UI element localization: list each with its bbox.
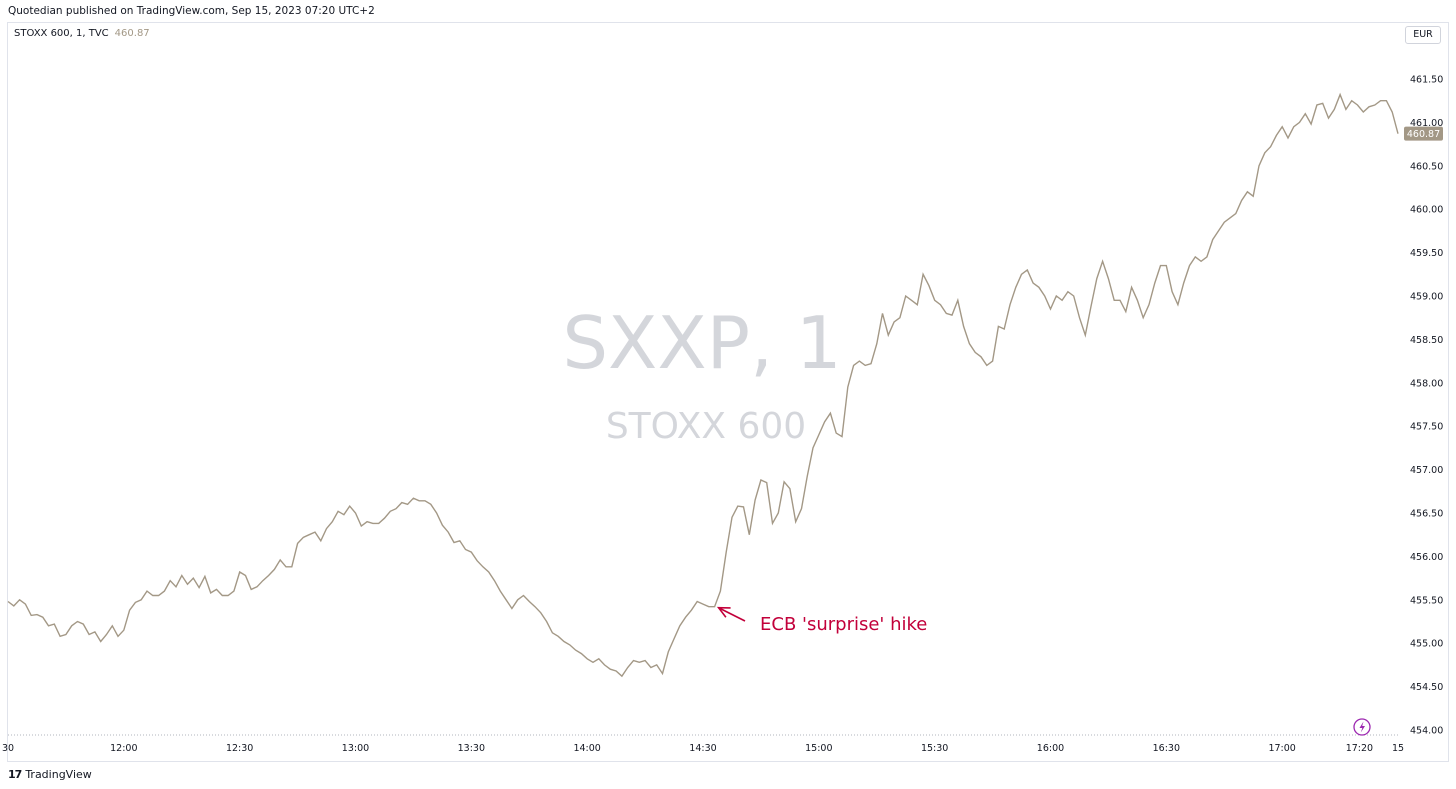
watermark-name: STOXX 600 [606, 406, 806, 447]
y-tick-label: 458.50 [1410, 335, 1443, 346]
last-price-label-text: 460.87 [1407, 129, 1440, 140]
tv-mark-icon: 17 [8, 768, 22, 781]
y-tick-label: 456.50 [1410, 509, 1443, 520]
x-tick-label: 13:00 [342, 743, 369, 754]
x-tick-label: 16:30 [1153, 743, 1180, 754]
y-tick-label: 458.00 [1410, 378, 1443, 389]
last-price-label-bg [1404, 126, 1443, 141]
y-tick-label: 460.50 [1410, 161, 1443, 172]
x-tick-label: 15:00 [805, 743, 832, 754]
tv-brand-text: TradingView [25, 768, 92, 781]
y-tick-label: 461.50 [1410, 75, 1443, 86]
lightning-bolt [1359, 721, 1365, 733]
y-tick-label: 454.00 [1410, 726, 1443, 737]
legend-symbol: STOXX 600, 1, TVC [14, 28, 109, 39]
x-tick-label: 16:00 [1037, 743, 1064, 754]
y-tick-label: 457.50 [1410, 422, 1443, 433]
x-tick-label: 12:00 [110, 743, 137, 754]
y-tick-label: 459.00 [1410, 292, 1443, 303]
y-tick-label: 456.00 [1410, 552, 1443, 563]
currency-button[interactable]: EUR [1405, 26, 1441, 44]
annotation-arrow-line [718, 607, 746, 622]
y-tick-label: 459.50 [1410, 248, 1443, 259]
y-tick-label: 455.50 [1410, 595, 1443, 606]
x-tick-label: 15 [1392, 743, 1404, 754]
annotation-arrowhead [716, 606, 731, 618]
lightning-icon[interactable] [1353, 718, 1371, 736]
y-axis: 461.50 461.00 460.50 460.00 459.50 459.00 458.… [1410, 75, 1443, 737]
x-axis: 30 12:00 12:30 13:00 13:30 14:00 14:30 15:00 15:… [2, 743, 1404, 754]
last-price-label: 460.87 [1404, 126, 1443, 141]
y-tick-label: 455.00 [1410, 639, 1443, 650]
y-tick-label: 457.00 [1410, 465, 1443, 476]
y-tick-label: 461.00 [1410, 118, 1443, 129]
x-tick-label: 14:30 [689, 743, 716, 754]
x-tick-label: 17:00 [1268, 743, 1295, 754]
x-tick-label: 13:30 [458, 743, 485, 754]
x-tick-label: 12:30 [226, 743, 253, 754]
x-tick-label: 15:30 [921, 743, 948, 754]
annotation-layer: ECB 'surprise' hike [716, 606, 927, 635]
y-tick-label: 454.50 [1410, 682, 1443, 693]
x-tick-label: 14:00 [573, 743, 600, 754]
symbol-legend: STOXX 600, 1, TVC 460.87 [14, 28, 150, 39]
watermark-symbol: SXXP, 1 [562, 301, 841, 385]
price-series-line [7, 92, 1399, 678]
chart-frame[interactable] [7, 22, 1449, 762]
legend-last-value: 460.87 [114, 28, 150, 39]
annotation-text: ECB 'surprise' hike [760, 614, 927, 635]
publisher-line: Quotedian published on TradingView.com, … [8, 5, 375, 17]
y-tick-label: 460.00 [1410, 205, 1443, 216]
x-tick-label: 17:20 [1346, 743, 1373, 754]
x-tick-label: 30 [2, 743, 14, 754]
tradingview-logo[interactable]: 17 TradingView [8, 768, 92, 781]
